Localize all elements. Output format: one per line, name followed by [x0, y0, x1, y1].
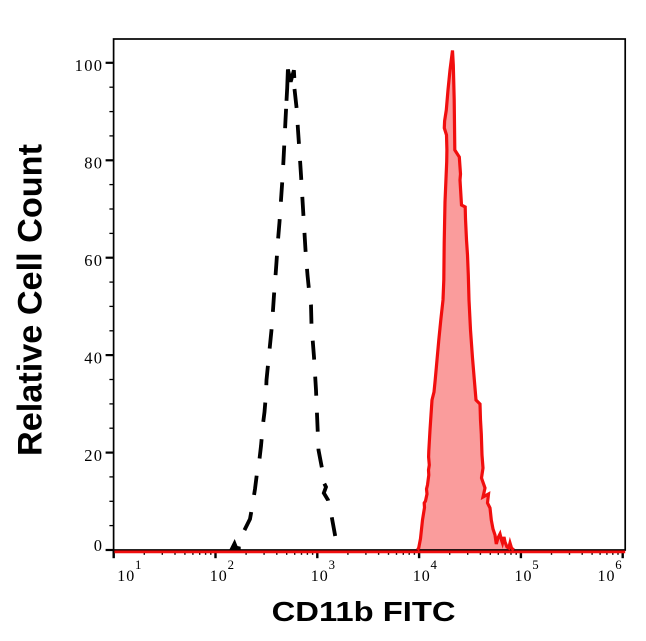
- svg-text:10: 10: [117, 568, 135, 585]
- svg-text:40: 40: [84, 348, 103, 367]
- svg-text:0: 0: [94, 536, 104, 555]
- svg-text:Relative Cell Count: Relative Cell Count: [12, 144, 50, 456]
- svg-text:3: 3: [329, 558, 335, 572]
- svg-text:2: 2: [228, 558, 234, 572]
- svg-text:4: 4: [431, 558, 438, 572]
- svg-text:10: 10: [515, 568, 533, 585]
- svg-text:10: 10: [598, 568, 616, 585]
- svg-text:5: 5: [532, 558, 538, 572]
- svg-text:10: 10: [413, 568, 431, 585]
- svg-text:80: 80: [84, 154, 103, 173]
- svg-text:10: 10: [210, 568, 228, 585]
- svg-text:10: 10: [311, 568, 329, 585]
- svg-text:6: 6: [615, 558, 622, 572]
- svg-text:20: 20: [84, 446, 103, 465]
- svg-text:1: 1: [135, 558, 141, 572]
- svg-text:100: 100: [75, 56, 104, 75]
- svg-text:CD11b FITC: CD11b FITC: [272, 596, 456, 627]
- svg-text:60: 60: [84, 251, 103, 270]
